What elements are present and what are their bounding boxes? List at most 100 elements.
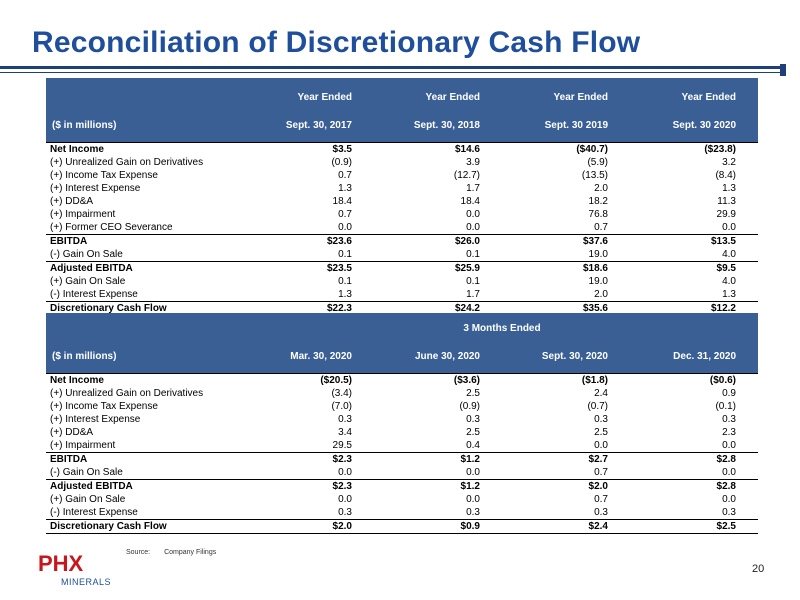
row-label: (+) DD&A: [50, 427, 94, 438]
value-cell: 0.3: [722, 507, 736, 518]
row-label: Discretionary Cash Flow: [46, 519, 246, 534]
value-cell: $2.0: [502, 479, 630, 493]
value-cell: 2.3: [722, 427, 736, 438]
row-label: (+) Interest Expense: [50, 414, 141, 425]
value-cell: $18.6: [502, 261, 630, 275]
value-cell: 0.3: [594, 414, 608, 425]
value-cell: 0.0: [722, 440, 736, 451]
value-cell: $14.6: [374, 142, 502, 156]
value-cell: 0.3: [338, 507, 352, 518]
table-row: (+) Unrealized Gain on Derivatives (3.4) 2…: [46, 387, 758, 400]
value-cell: ($40.7): [502, 142, 630, 156]
column-header: Sept. 30, 2018: [374, 114, 502, 136]
row-label: (+) Income Tax Expense: [50, 170, 158, 181]
value-cell: 19.0: [588, 276, 608, 287]
row-label: (+) DD&A: [50, 196, 94, 207]
logo-subtext: MINERALS: [61, 577, 112, 587]
page-title: Reconciliation of Discretionary Cash Flo…: [32, 26, 641, 59]
value-cell: ($20.5): [246, 373, 374, 387]
value-cell: $1.2: [374, 479, 502, 493]
value-cell: 2.5: [594, 427, 608, 438]
value-cell: ($0.6): [630, 373, 758, 387]
value-cell: 76.8: [588, 209, 608, 220]
quarterly-reconciliation-table: 3 Months Ended ($ in millions) Mar. 30, …: [46, 313, 758, 534]
value-cell: $23.6: [246, 234, 374, 248]
header-cell: [46, 86, 246, 108]
header-cell: Year Ended: [374, 86, 502, 108]
units-label: ($ in millions): [46, 345, 246, 367]
column-header: Sept. 30, 2017: [246, 114, 374, 136]
table-row: (-) Interest Expense 0.3 0.3 0.3 0.3: [46, 506, 758, 520]
value-cell: 0.3: [466, 414, 480, 425]
table-row: (+) Interest Expense 0.3 0.3 0.3 0.3: [46, 413, 758, 426]
row-label: (+) Impairment: [50, 209, 116, 220]
table-row: Net Income ($20.5) ($3.6) ($1.8) ($0.6): [46, 373, 758, 387]
value-cell: (13.5): [581, 170, 608, 181]
value-cell: (5.9): [587, 157, 608, 168]
value-cell: 18.4: [460, 196, 480, 207]
row-label: (+) Impairment: [50, 440, 116, 451]
table-row: (+) Gain On Sale 0.1 0.1 19.0 4.0: [46, 275, 758, 288]
value-cell: $2.5: [630, 519, 758, 534]
row-label: (+) Interest Expense: [50, 183, 141, 194]
value-cell: 29.5: [332, 440, 352, 451]
value-cell: 0.0: [338, 222, 352, 233]
value-cell: (12.7): [453, 170, 480, 181]
column-header: Sept. 30 2019: [502, 114, 630, 136]
value-cell: (7.0): [331, 401, 352, 412]
value-cell: (0.7): [587, 401, 608, 412]
value-cell: 18.2: [588, 196, 608, 207]
table-row: (+) DD&A 3.4 2.5 2.5 2.3: [46, 426, 758, 439]
table-row: (+) Impairment 0.7 0.0 76.8 29.9: [46, 208, 758, 221]
row-label: (+) Unrealized Gain on Derivatives: [50, 157, 204, 168]
value-cell: $2.8: [630, 452, 758, 466]
row-label: Adjusted EBITDA: [46, 479, 246, 493]
value-cell: $26.0: [374, 234, 502, 248]
value-cell: $2.0: [246, 519, 374, 534]
value-cell: 18.4: [332, 196, 352, 207]
units-label: ($ in millions): [46, 114, 246, 136]
value-cell: 3.9: [466, 157, 480, 168]
table-row: Discretionary Cash Flow $2.0 $0.9 $2.4 $2.5: [46, 519, 758, 534]
value-cell: 19.0: [588, 249, 608, 260]
table-row: (+) Impairment 29.5 0.4 0.0 0.0: [46, 439, 758, 453]
row-label: Adjusted EBITDA: [46, 261, 246, 275]
value-cell: $37.6: [502, 234, 630, 248]
table-row: Net Income $3.5 $14.6 ($40.7) ($23.8): [46, 142, 758, 156]
value-cell: 0.0: [338, 467, 352, 478]
value-cell: 0.0: [594, 440, 608, 451]
value-cell: 0.3: [338, 414, 352, 425]
value-cell: 2.0: [594, 183, 608, 194]
value-cell: ($23.8): [630, 142, 758, 156]
title-rule: [0, 64, 800, 78]
value-cell: 0.0: [466, 494, 480, 505]
value-cell: $3.5: [246, 142, 374, 156]
value-cell: (3.4): [331, 388, 352, 399]
row-label: Net Income: [46, 142, 246, 156]
table-row: (+) Former CEO Severance 0.0 0.0 0.7 0.0: [46, 221, 758, 235]
value-cell: 1.7: [466, 183, 480, 194]
value-cell: ($1.8): [502, 373, 630, 387]
value-cell: 0.3: [722, 414, 736, 425]
source-note: Source: Company Filings: [126, 549, 228, 556]
header-cell: Year Ended: [630, 86, 758, 108]
header-span: 3 Months Ended: [246, 317, 758, 339]
value-cell: $25.9: [374, 261, 502, 275]
table-row: (+) Unrealized Gain on Derivatives (0.9) 3…: [46, 156, 758, 169]
row-label: (+) Income Tax Expense: [50, 401, 158, 412]
value-cell: 0.0: [466, 467, 480, 478]
value-cell: 0.1: [338, 249, 352, 260]
value-cell: 1.3: [722, 289, 736, 300]
value-cell: $13.5: [630, 234, 758, 248]
value-cell: 0.7: [594, 222, 608, 233]
value-cell: $2.8: [630, 479, 758, 493]
value-cell: 0.7: [594, 467, 608, 478]
value-cell: $23.5: [246, 261, 374, 275]
value-cell: $2.3: [246, 452, 374, 466]
value-cell: 2.4: [594, 388, 608, 399]
value-cell: 3.2: [722, 157, 736, 168]
table-row: (+) Income Tax Expense (7.0) (0.9) (0.7) (0.…: [46, 400, 758, 413]
row-label: (+) Gain On Sale: [50, 276, 126, 287]
value-cell: (8.4): [715, 170, 736, 181]
value-cell: 4.0: [722, 276, 736, 287]
